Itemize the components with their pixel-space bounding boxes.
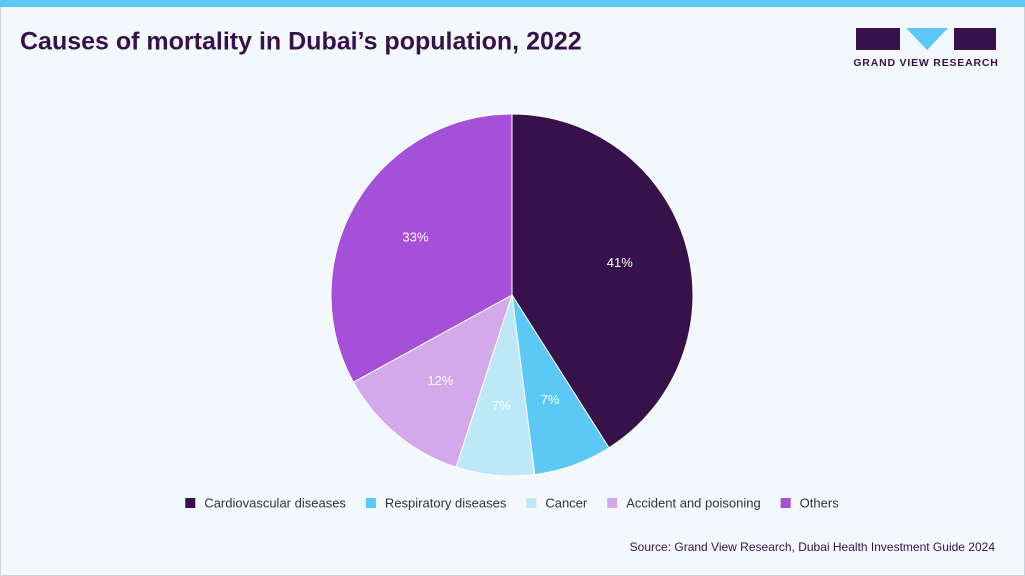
legend-label: Cancer bbox=[545, 495, 588, 510]
slice-label: 33% bbox=[402, 229, 428, 244]
logo-block bbox=[954, 28, 996, 50]
legend-swatch bbox=[780, 498, 791, 508]
legend-label: Cardiovascular diseases bbox=[204, 495, 346, 510]
legend-label: Accident and poisoning bbox=[626, 495, 760, 510]
slice-label: 12% bbox=[427, 373, 453, 388]
logo-block bbox=[906, 28, 948, 50]
slice-label: 7% bbox=[492, 398, 511, 413]
pie-slice bbox=[511, 113, 694, 449]
legend-label: Others bbox=[800, 495, 840, 510]
pie-slice bbox=[330, 113, 513, 383]
legend-swatch bbox=[185, 498, 196, 508]
slice-label: 41% bbox=[607, 255, 633, 270]
pie-slice bbox=[352, 293, 513, 468]
top-stripe bbox=[0, 0, 1025, 7]
slice-label: 7% bbox=[541, 392, 560, 407]
legend: Cardiovascular diseases Respiratory disea… bbox=[185, 495, 839, 510]
legend-swatch bbox=[365, 498, 376, 508]
legend-swatch bbox=[607, 498, 618, 508]
chart-title: Causes of mortality in Dubai’s populatio… bbox=[20, 28, 582, 56]
legend-label: Respiratory diseases bbox=[385, 495, 507, 510]
legend-swatch bbox=[526, 498, 537, 508]
source: Source: Grand View Research, Dubai Healt… bbox=[630, 540, 996, 554]
brand: GRAND VIEW RESEARCH bbox=[853, 57, 998, 69]
logo: GRAND VIEW RESEARCH bbox=[853, 28, 998, 69]
logo-block bbox=[856, 28, 900, 50]
